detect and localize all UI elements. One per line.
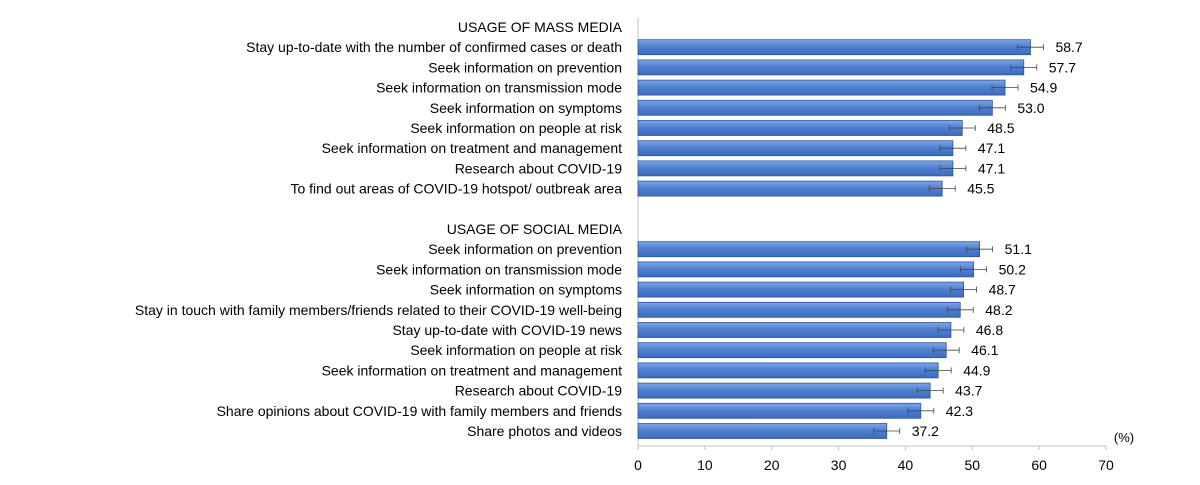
bar — [637, 99, 993, 116]
x-tick-label: 70 — [1098, 457, 1114, 473]
category-label: Research about COVID-19 — [455, 160, 623, 176]
bar — [637, 241, 981, 258]
bar — [637, 261, 975, 278]
value-label: 37.2 — [912, 423, 939, 439]
value-label: 53.0 — [1017, 100, 1044, 116]
value-label: 47.1 — [978, 140, 1005, 156]
x-tick-label: 10 — [697, 457, 713, 473]
value-label: 51.1 — [1005, 241, 1032, 257]
category-label: Seek information on people at risk — [410, 342, 623, 358]
bar — [637, 79, 1006, 96]
category-label: Seek information on prevention — [428, 241, 622, 257]
category-label: Seek information on transmission mode — [376, 80, 622, 96]
category-label: Seek information on symptoms — [430, 100, 622, 116]
bar — [637, 59, 1025, 76]
bar — [637, 180, 943, 197]
bar — [637, 322, 952, 338]
x-tick-label: 50 — [964, 457, 980, 473]
category-label: Share photos and videos — [467, 423, 622, 439]
x-tick-label: 60 — [1031, 457, 1047, 473]
section-heading: USAGE OF SOCIAL MEDIA — [447, 221, 623, 237]
category-label: Seek information on people at risk — [410, 120, 623, 136]
value-label: 54.9 — [1030, 80, 1057, 96]
category-label: Seek information on treatment and manage… — [322, 140, 623, 156]
value-label: 48.2 — [985, 302, 1012, 318]
bar — [637, 402, 922, 419]
category-label: Stay up-to-date with COVID-19 news — [392, 322, 622, 338]
category-label: Stay in touch with family members/friend… — [135, 302, 622, 318]
bar — [637, 362, 939, 379]
value-label: 58.7 — [1055, 39, 1082, 55]
category-label: Seek information on treatment and manage… — [322, 362, 623, 378]
value-label: 57.7 — [1049, 59, 1076, 75]
bar — [637, 39, 1031, 56]
value-label: 50.2 — [999, 261, 1026, 277]
category-label: Seek information on symptoms — [430, 282, 622, 298]
x-tick-label: 30 — [831, 457, 847, 473]
value-label: 45.5 — [967, 181, 994, 197]
bar — [637, 281, 964, 298]
bar — [637, 160, 954, 177]
category-label: To find out areas of COVID-19 hotspot/ o… — [290, 181, 622, 197]
value-label: 42.3 — [946, 403, 973, 419]
x-tick-label: 20 — [764, 457, 780, 473]
category-label: Research about COVID-19 — [455, 383, 623, 399]
value-label: 44.9 — [963, 362, 990, 378]
category-label: Seek information on transmission mode — [376, 261, 622, 277]
bar — [637, 342, 947, 359]
value-label: 43.7 — [955, 383, 982, 399]
bar — [637, 423, 888, 439]
bar — [637, 301, 961, 318]
x-unit-label: (%) — [1114, 430, 1134, 445]
x-tick-label: 0 — [634, 457, 642, 473]
bar — [637, 382, 931, 399]
bar — [637, 120, 963, 136]
value-label: 47.1 — [978, 160, 1005, 176]
value-label: 46.8 — [976, 322, 1003, 338]
category-label: Stay up-to-date with the number of confi… — [246, 39, 622, 55]
section-heading: USAGE OF MASS MEDIA — [458, 19, 623, 35]
value-label: 48.5 — [987, 120, 1014, 136]
value-label: 46.1 — [971, 342, 998, 358]
value-label: 48.7 — [989, 282, 1016, 298]
bar — [637, 140, 954, 157]
category-label: Share opinions about COVID-19 with famil… — [217, 403, 622, 419]
x-tick-label: 40 — [898, 457, 914, 473]
category-label: Seek information on prevention — [428, 59, 622, 75]
